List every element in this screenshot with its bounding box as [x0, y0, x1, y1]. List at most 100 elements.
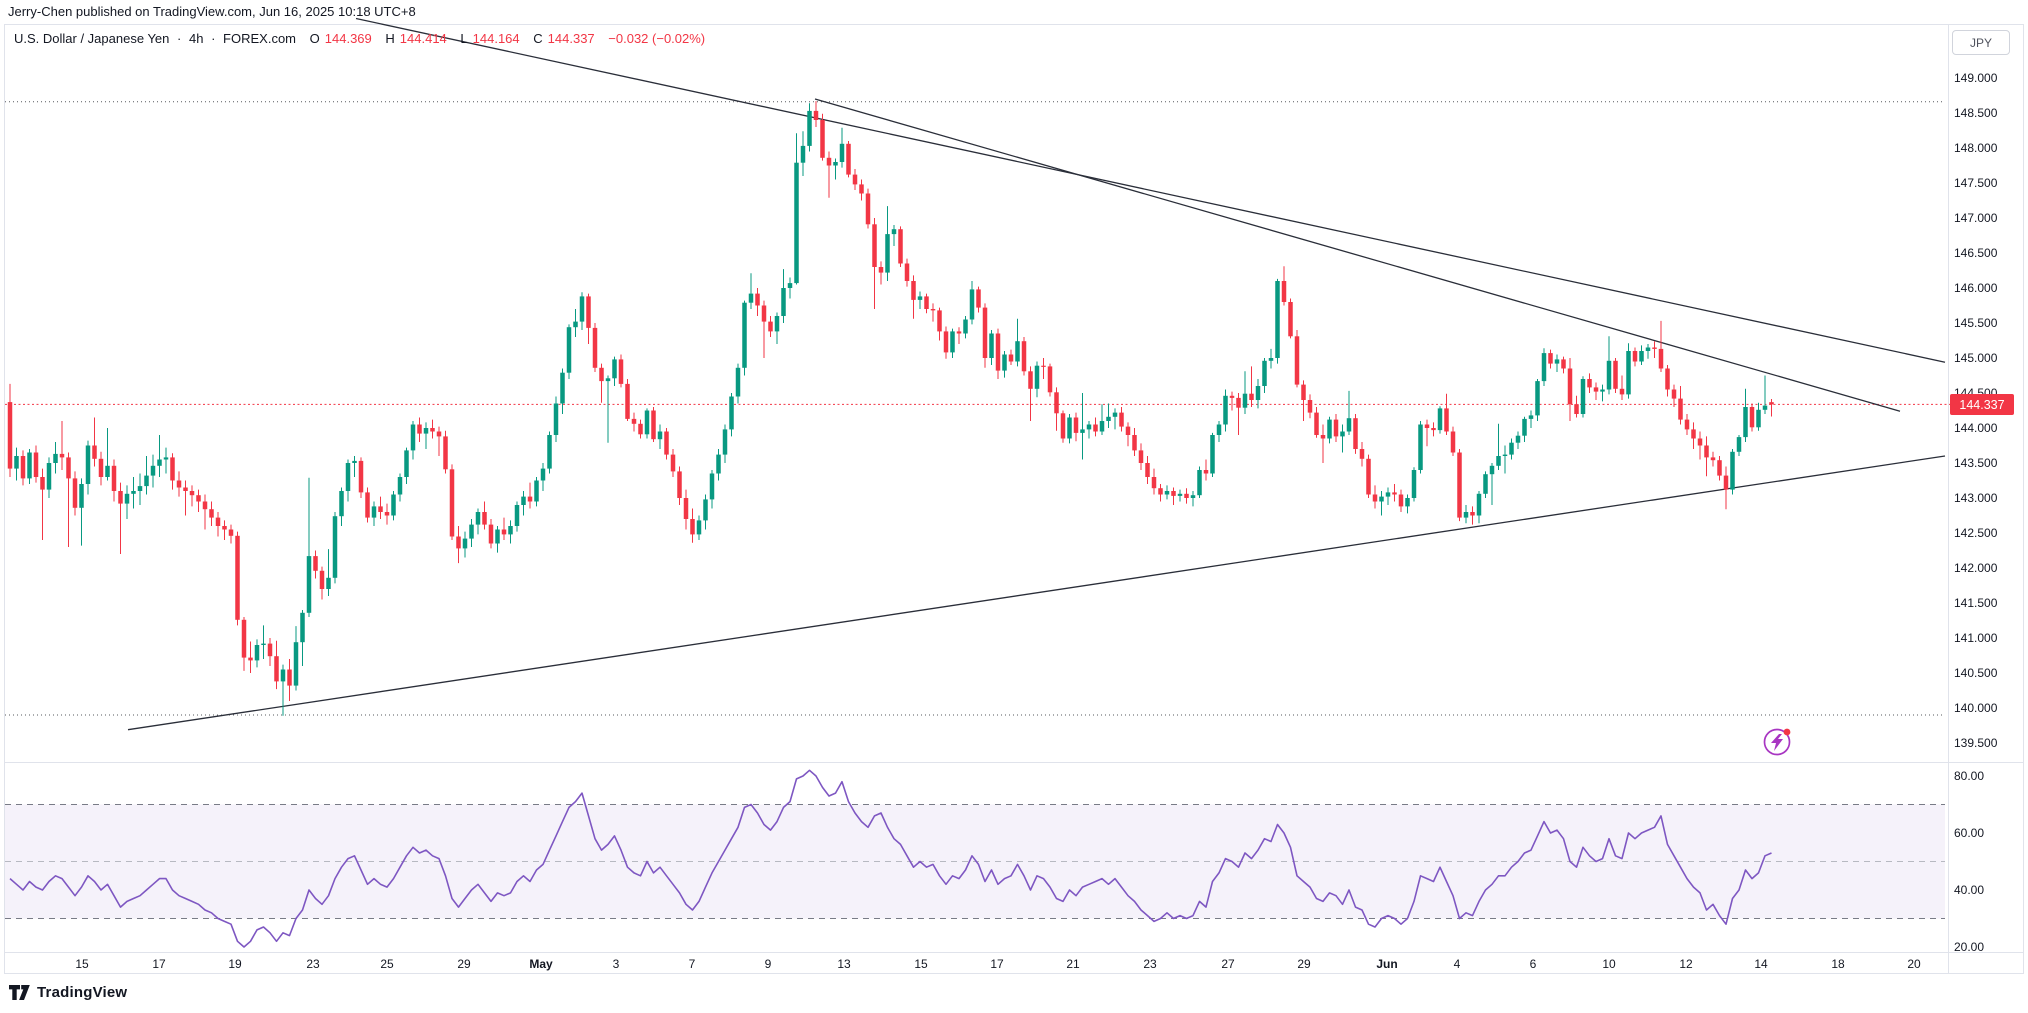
candle-body — [228, 529, 234, 536]
candle-body — [209, 509, 214, 518]
price-axis-label: 149.000 — [1954, 71, 1998, 85]
candle-body — [1665, 368, 1670, 390]
candle-body — [644, 410, 650, 435]
candle-body — [891, 229, 897, 235]
inner-resistance-line[interactable] — [814, 98, 1901, 412]
candle-body — [261, 643, 266, 645]
candle-body — [1418, 424, 1423, 470]
time-axis-label: 7 — [688, 957, 696, 971]
candle-body — [1190, 495, 1196, 498]
candle-body — [1502, 454, 1508, 456]
price-axis-label: 142.000 — [1954, 561, 1998, 575]
high-letter: H — [385, 31, 395, 46]
time-axis-label: Jun — [1376, 957, 1398, 971]
candle-body — [1684, 419, 1690, 430]
candle-body — [527, 496, 533, 502]
candle-body — [599, 367, 604, 382]
candle-body — [111, 465, 117, 491]
rsi-line[interactable] — [9, 769, 1772, 948]
candle-body — [911, 281, 916, 300]
rsi-axis-label: 40.00 — [1954, 883, 1985, 897]
candle-body — [943, 331, 949, 353]
candle-body — [982, 307, 988, 358]
candle-body — [1652, 347, 1657, 349]
candle-body — [612, 359, 617, 379]
candle-body — [462, 538, 468, 549]
candle-body — [306, 556, 312, 613]
candle-body — [456, 536, 461, 549]
rsi-axis-label: 60.00 — [1954, 826, 1985, 840]
candle-body — [976, 289, 981, 308]
candle-body — [1515, 435, 1521, 443]
candle-body — [1366, 458, 1371, 495]
candle-body — [1697, 438, 1703, 446]
flash-reactions-button[interactable] — [1757, 722, 1797, 762]
candle-body — [384, 512, 390, 516]
candle-body — [469, 524, 474, 539]
candle-body — [1268, 358, 1274, 361]
candle-body — [995, 333, 1001, 371]
candle-body — [157, 459, 162, 466]
candle-body — [664, 431, 669, 455]
chart-frame — [4, 24, 2024, 974]
price-axis-label: 146.500 — [1954, 246, 1998, 260]
candle-body — [1080, 429, 1085, 433]
candle-body — [1476, 493, 1482, 516]
symbol-title[interactable]: U.S. Dollar / Japanese Yen — [14, 31, 170, 46]
candle-body — [118, 491, 123, 504]
candle-body — [1431, 428, 1436, 431]
candle-body — [878, 267, 884, 273]
time-axis-label: 12 — [1679, 957, 1693, 971]
candle-body — [1587, 379, 1592, 388]
candle-body — [241, 619, 247, 658]
candle-body — [1769, 402, 1774, 405]
candle-body — [1645, 347, 1651, 351]
open-value: 144.369 — [324, 31, 372, 46]
candle-body — [1249, 393, 1254, 400]
tradingview-brand-text[interactable]: TradingView — [37, 984, 128, 1001]
upper-resistance-line[interactable] — [355, 17, 1946, 363]
tradingview-footer[interactable]: TradingView — [8, 983, 127, 1002]
candle-body — [1489, 465, 1495, 475]
candle-body — [1658, 348, 1664, 369]
candle-body — [1457, 452, 1462, 518]
symbol-legend[interactable]: U.S. Dollar / Japanese Yen · 4h · FOREX.… — [14, 31, 709, 46]
candle-body — [189, 491, 195, 496]
price-axis-label: 146.000 — [1954, 281, 1998, 295]
candle-body — [248, 657, 253, 661]
interval-label[interactable]: 4h — [188, 31, 204, 46]
price-axis-label: 144.000 — [1954, 421, 1998, 435]
candle-body — [1730, 451, 1735, 490]
candle-body — [378, 506, 383, 512]
candle-body — [365, 492, 370, 518]
candle-body — [300, 612, 305, 643]
candle-body — [352, 460, 357, 463]
candle-body — [1691, 429, 1696, 439]
candle-body — [1314, 412, 1319, 435]
candle-body — [1073, 417, 1079, 433]
time-axis-label: 3 — [612, 957, 620, 971]
candle-body — [358, 460, 364, 493]
candlestick-series[interactable] — [7, 101, 1774, 716]
rising-support-line[interactable] — [127, 455, 1946, 731]
candle-body — [885, 234, 890, 273]
candle-body — [1210, 435, 1215, 474]
candle-body — [1678, 398, 1683, 420]
candle-body — [1528, 415, 1534, 419]
candle-body — [566, 327, 572, 373]
candle-body — [956, 331, 962, 334]
exchange-label[interactable]: FOREX.com — [223, 31, 297, 46]
candle-body — [1177, 493, 1183, 496]
candle-body — [1554, 359, 1560, 364]
candle-body — [1574, 404, 1579, 414]
currency-unit-badge[interactable]: JPY — [1952, 30, 2010, 55]
candle-body — [1028, 371, 1033, 389]
candle-body — [1450, 431, 1456, 453]
candle-body — [722, 429, 728, 455]
candle-body — [1236, 397, 1241, 408]
candle-body — [852, 174, 858, 185]
last-price-tag[interactable]: 144.337 — [1950, 394, 2014, 415]
candle-body — [53, 453, 58, 463]
candle-body — [534, 480, 539, 502]
